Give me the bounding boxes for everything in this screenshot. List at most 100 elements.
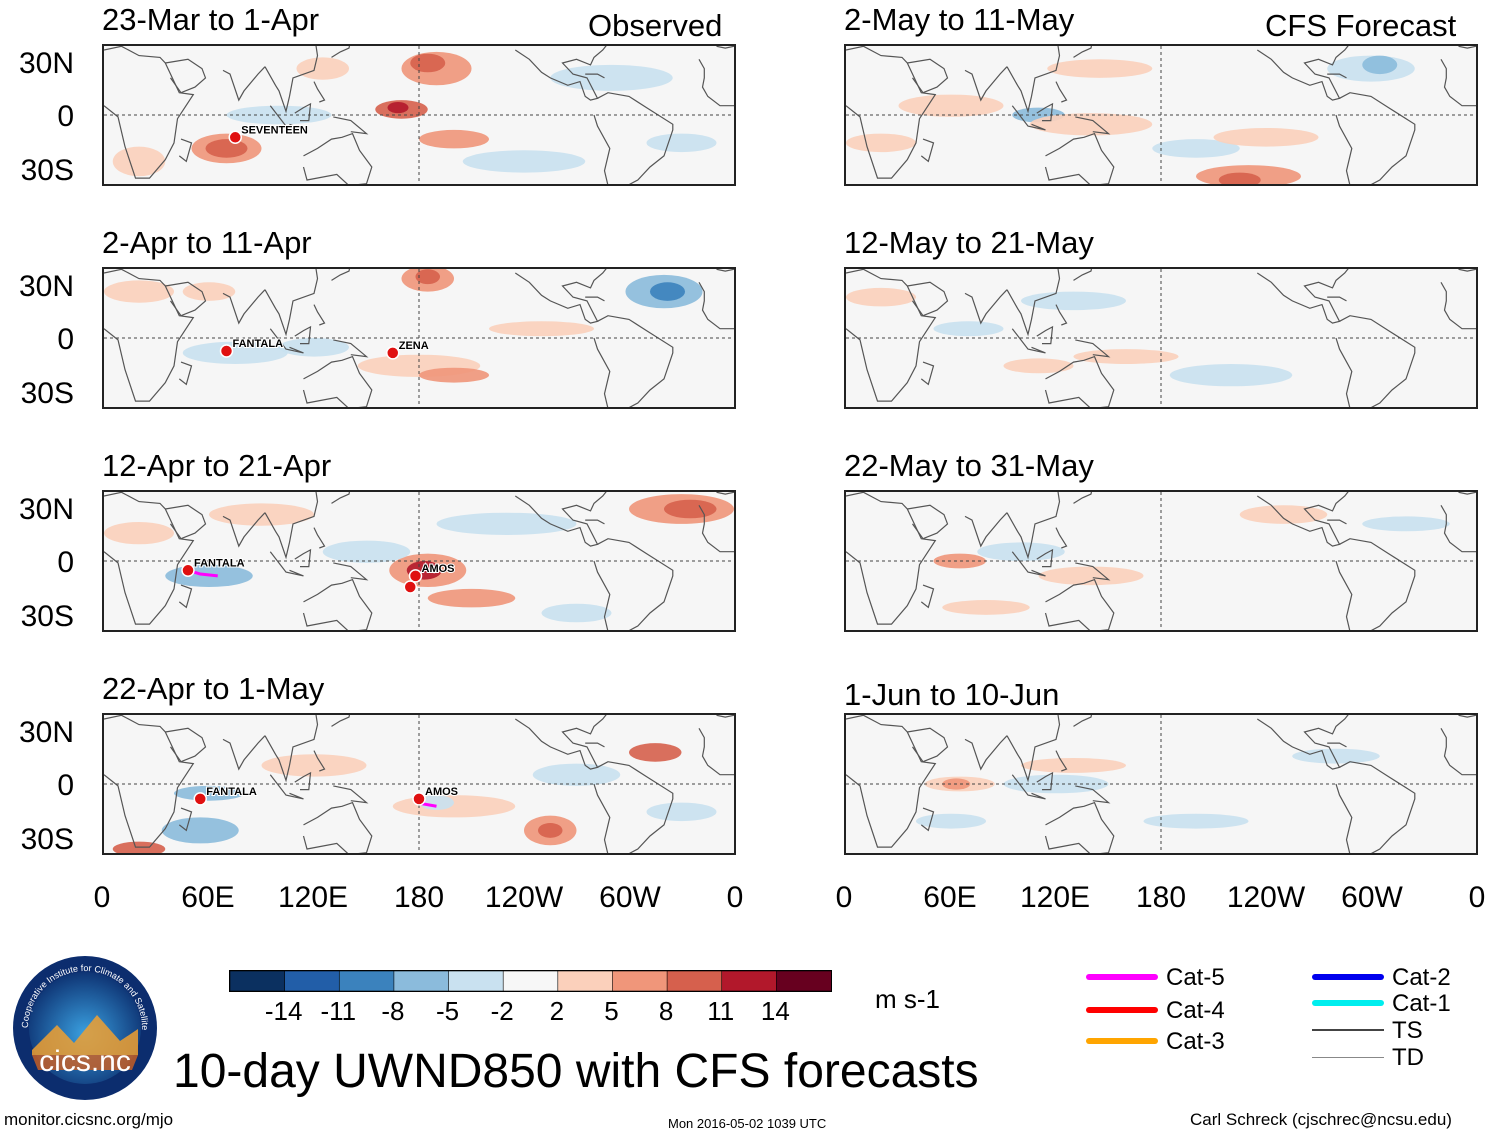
legend-line-cat-5 xyxy=(1086,974,1158,980)
wind-anomaly-blob xyxy=(846,133,916,153)
x-label-180: 180 xyxy=(1135,881,1187,914)
coastline xyxy=(1440,282,1476,330)
website-link[interactable]: monitor.cicsnc.org/mjo xyxy=(4,1110,174,1129)
x-label-0: 0 xyxy=(93,881,111,914)
coastline xyxy=(585,742,605,748)
map-panel-3: FANTALA AMOS xyxy=(102,490,736,632)
wind-anomaly-blob xyxy=(419,367,489,383)
wind-anomaly-blob xyxy=(1239,505,1328,524)
wind-anomaly-blob xyxy=(532,763,621,786)
x-label-0-end: 0 xyxy=(1468,881,1486,914)
coastline xyxy=(178,807,193,832)
wind-anomaly-blob xyxy=(182,282,236,301)
coastline xyxy=(1335,761,1416,853)
coastline xyxy=(331,492,351,504)
coastline xyxy=(1006,46,1061,114)
storm-label: SEVENTEEN xyxy=(241,124,308,136)
colorbar-tick-label: -11 xyxy=(320,996,357,1026)
wind-anomaly-blob xyxy=(489,321,594,337)
coastline xyxy=(1458,46,1476,49)
y-label-30s: 30S xyxy=(20,823,74,856)
legend-line-td xyxy=(1312,1056,1384,1058)
wind-anomaly-blob xyxy=(538,823,563,838)
colorbar-unit: m s-1 xyxy=(875,984,940,1014)
coastline xyxy=(1327,296,1347,302)
coastline xyxy=(1440,59,1476,107)
y-label-eq: 0 xyxy=(57,323,74,356)
coastline xyxy=(104,492,195,625)
wind-anomaly-blob xyxy=(916,813,986,829)
colorbar-swatch xyxy=(230,971,286,991)
legend-label-cat-2: Cat-2 xyxy=(1392,964,1451,991)
coastline xyxy=(593,761,674,853)
storm-label: AMOS xyxy=(422,563,455,575)
coastline xyxy=(585,519,605,525)
coastline xyxy=(1055,81,1068,103)
storm-marker xyxy=(408,569,423,583)
coastline xyxy=(302,355,373,407)
colorbar-swatch xyxy=(557,971,614,991)
colorbar-tick-label: 11 xyxy=(707,996,735,1026)
colorbar-tick-label: -8 xyxy=(381,996,405,1026)
y-label-30s: 30S xyxy=(20,600,74,633)
coastline xyxy=(585,296,605,302)
coastline xyxy=(269,551,304,577)
wind-anomaly-blob xyxy=(322,540,411,563)
colorbar xyxy=(229,970,832,992)
coastline xyxy=(104,715,195,848)
wind-anomaly-blob xyxy=(174,785,244,801)
coastline xyxy=(1006,715,1061,783)
y-label-eq: 0 xyxy=(57,769,74,802)
coastline xyxy=(846,269,937,402)
wind-anomaly-blob xyxy=(1029,113,1153,136)
wind-anomaly-blob xyxy=(1038,566,1144,586)
x-label-60w: 60W xyxy=(1341,881,1403,914)
panel-title-7: 22-May to 31-May xyxy=(844,448,1094,483)
coastline xyxy=(964,735,1008,771)
colorbar-tick-label: 8 xyxy=(658,996,674,1026)
coastline xyxy=(222,735,266,771)
map-panel-1: SEVENTEEN xyxy=(102,44,736,186)
coastline xyxy=(1036,548,1054,568)
coastline xyxy=(514,715,607,770)
coastline xyxy=(846,715,937,848)
coastline xyxy=(1075,339,1111,358)
storm-marker xyxy=(228,130,242,145)
x-label-120w: 120W xyxy=(484,881,564,914)
colorbar-tick-label: 14 xyxy=(760,996,790,1026)
y-label-30n: 30N xyxy=(18,47,74,80)
coastline xyxy=(222,289,266,325)
coastline xyxy=(302,132,373,184)
coastline xyxy=(1011,328,1046,354)
wind-anomaly-blob xyxy=(1073,349,1179,364)
coastline xyxy=(716,715,734,718)
coastline xyxy=(1327,742,1347,748)
colorbar-swatch xyxy=(284,971,341,991)
coastline xyxy=(104,46,195,179)
y-label-30s: 30S xyxy=(20,377,74,410)
wind-anomaly-blob xyxy=(1143,813,1249,829)
wind-anomaly-blob xyxy=(415,269,440,285)
wind-anomaly-blob xyxy=(646,802,717,822)
wind-anomaly-blob xyxy=(419,129,489,149)
wind-anomaly-blob xyxy=(664,499,717,519)
coastline xyxy=(1327,519,1347,525)
y-label-30n: 30N xyxy=(18,493,74,526)
x-label-0: 0 xyxy=(835,881,853,914)
coastline xyxy=(920,807,935,832)
map-panel-2: FANTALA ZENA xyxy=(102,267,736,409)
coastline xyxy=(333,562,369,581)
legend-line-cat-3 xyxy=(1086,1038,1158,1044)
map-panel-7 xyxy=(844,490,1478,632)
coastline xyxy=(1335,538,1416,630)
x-label-120e: 120E xyxy=(1019,881,1091,914)
coastline xyxy=(716,492,734,495)
x-label-120e: 120E xyxy=(277,881,349,914)
coastline xyxy=(1006,492,1061,560)
coastline xyxy=(846,492,937,625)
coastline xyxy=(313,527,326,549)
main-title: 10-day UWND850 with CFS forecasts xyxy=(173,1045,979,1098)
legend-line-cat-2 xyxy=(1312,974,1384,980)
x-label-60e: 60E xyxy=(181,881,235,914)
coastline xyxy=(964,512,1008,548)
